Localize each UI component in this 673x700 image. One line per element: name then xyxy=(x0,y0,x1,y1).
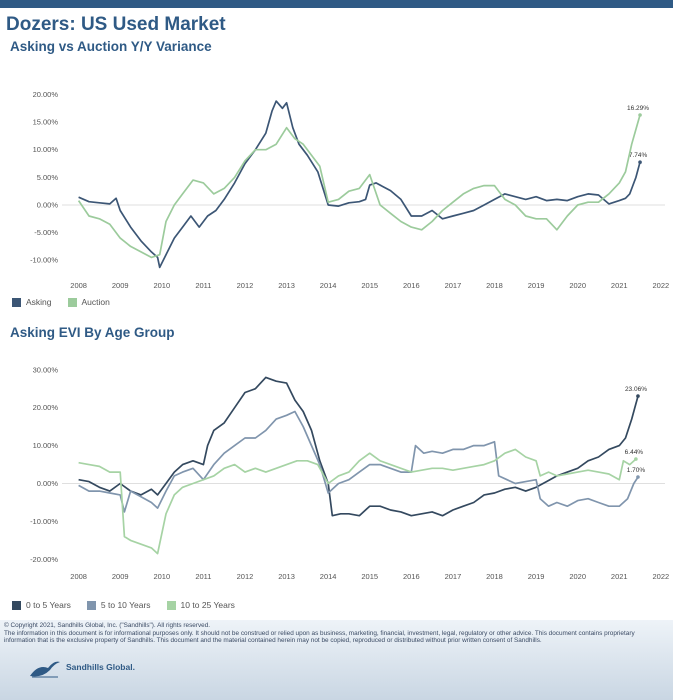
chart1-xtick-4: 2012 xyxy=(237,281,254,290)
legend-item-asking: Asking xyxy=(12,297,52,307)
page-title: Dozers: US Used Market xyxy=(6,14,226,35)
copyright-line: © Copyright 2021, Sandhills Global, Inc.… xyxy=(4,622,211,629)
heron-logo-icon xyxy=(30,661,60,678)
chart2-xtick-6: 2014 xyxy=(320,572,337,581)
asking-evi-by-age-chart: 30.00% 20.00% 10.00% 0.00% -10.00% -20.00% 200… xyxy=(30,365,669,581)
legend-label-auction: Auction xyxy=(81,297,110,307)
chart2-series-5-to-10-years xyxy=(78,410,639,513)
chart2-xtick-7: 2015 xyxy=(361,572,378,581)
legend-swatch-10-to-25 xyxy=(166,600,176,610)
sandhills-logo: Sandhills Global. xyxy=(28,656,135,678)
chart2-xtick-9: 2017 xyxy=(445,572,462,581)
top-accent-bar xyxy=(0,0,673,8)
chart1-series-auction xyxy=(77,114,641,259)
chart1-ytick-4: 0.00% xyxy=(37,200,59,209)
chart1-xtick-12: 2020 xyxy=(569,281,586,290)
chart1-xtick-0: 2008 xyxy=(70,281,87,290)
chart1-xtick-8: 2016 xyxy=(403,281,420,290)
chart1-xtick-11: 2019 xyxy=(528,281,545,290)
chart1-xtick-7: 2015 xyxy=(361,281,378,290)
chart1-xtick-5: 2013 xyxy=(278,281,295,290)
legend-swatch-auction xyxy=(67,297,77,307)
chart1-ytick-2: 10.00% xyxy=(33,145,59,154)
chart1-xtick-2: 2010 xyxy=(153,281,170,290)
chart2-ytick-5: -20.00% xyxy=(30,555,58,564)
chart2-xtick-1: 2009 xyxy=(112,572,129,581)
chart1-subtitle: Asking vs Auction Y/Y Variance xyxy=(10,39,212,54)
legend-swatch-asking xyxy=(12,297,21,307)
legend-swatch-5-to-10 xyxy=(86,600,96,610)
copyright-notice: © Copyright 2021, Sandhills Global, Inc.… xyxy=(4,622,668,645)
chart2-xtick-4: 2012 xyxy=(237,572,254,581)
chart2-xtick-3: 2011 xyxy=(195,572,211,581)
chart2-xtick-14: 2022 xyxy=(652,572,669,581)
legend-label-0-to-5: 0 to 5 Years xyxy=(26,600,71,610)
chart1-xtick-6: 2014 xyxy=(320,281,337,290)
chart2-series-10-to-25-years xyxy=(78,448,637,555)
chart1-ytick-3: 5.00% xyxy=(37,173,59,182)
chart1-legend: Asking Auction xyxy=(12,297,110,307)
chart2-xtick-10: 2018 xyxy=(486,572,503,581)
chart1-end-label-0: 7.74% xyxy=(629,152,648,159)
chart2-xtick-12: 2020 xyxy=(569,572,586,581)
chart2-xtick-5: 2013 xyxy=(278,572,295,581)
chart2-ytick-4: -10.00% xyxy=(30,517,58,526)
chart1-end-label-1: 16.29% xyxy=(627,105,649,112)
legend-item-0-to-5: 0 to 5 Years xyxy=(12,600,71,610)
chart1-endpoint-1 xyxy=(638,113,642,117)
chart1-ytick-6: -10.00% xyxy=(30,256,58,265)
asking-vs-auction-chart: 20.00% 15.00% 10.00% 5.00% 0.00% -5.00% -10.00… xyxy=(30,90,669,290)
legend-item-5-to-10: 5 to 10 Years xyxy=(86,600,151,610)
chart1-xtick-14: 2022 xyxy=(652,281,669,290)
chart2-xtick-13: 2021 xyxy=(611,572,628,581)
chart2-endpoint-0 xyxy=(636,394,640,398)
chart1-xtick-10: 2018 xyxy=(486,281,503,290)
chart2-xtick-0: 2008 xyxy=(70,572,87,581)
chart2-ytick-1: 20.00% xyxy=(33,403,59,412)
chart2-ytick-2: 10.00% xyxy=(33,441,59,450)
chart1-endpoint-0 xyxy=(638,160,642,165)
chart2-endpoint-2 xyxy=(634,457,638,461)
chart1-ytick-5: -5.00% xyxy=(34,228,58,237)
chart2-end-label-2: 6.44% xyxy=(625,449,644,456)
chart2-xtick-2: 2010 xyxy=(153,572,170,581)
chart1-xtick-3: 2011 xyxy=(195,281,211,290)
disclaimer-text: The information in this document is for … xyxy=(4,629,635,645)
chart2-subtitle: Asking EVI By Age Group xyxy=(10,325,175,340)
chart2-end-label-0: 23.06% xyxy=(625,386,647,393)
chart1-ytick-1: 15.00% xyxy=(33,118,59,127)
chart1-ytick-0: 20.00% xyxy=(33,90,59,99)
legend-swatch-0-to-5 xyxy=(12,600,21,610)
logo-text: Sandhills Global. xyxy=(66,662,135,672)
footer-banner xyxy=(0,620,673,700)
legend-label-asking: Asking xyxy=(26,297,52,307)
chart2-xtick-8: 2016 xyxy=(403,572,420,581)
legend-item-10-to-25: 10 to 25 Years xyxy=(166,600,235,610)
chart1-xtick-13: 2021 xyxy=(611,281,628,290)
chart2-legend: 0 to 5 Years 5 to 10 Years 10 to 25 Year… xyxy=(12,600,235,610)
chart2-endpoint-1 xyxy=(636,475,640,479)
legend-label-5-to-10: 5 to 10 Years xyxy=(100,600,151,610)
chart1-xtick-9: 2017 xyxy=(445,281,462,290)
chart2-ytick-0: 30.00% xyxy=(33,365,59,374)
chart1-xtick-1: 2009 xyxy=(112,281,129,290)
legend-item-auction: Auction xyxy=(67,297,110,307)
chart2-ytick-3: 0.00% xyxy=(37,479,59,488)
chart2-end-label-1: 1.70% xyxy=(627,467,646,474)
legend-label-10-to-25: 10 to 25 Years xyxy=(180,600,235,610)
chart2-series-0-to-5-years xyxy=(78,376,639,517)
chart1-series-asking xyxy=(78,100,641,269)
chart2-xtick-11: 2019 xyxy=(528,572,545,581)
